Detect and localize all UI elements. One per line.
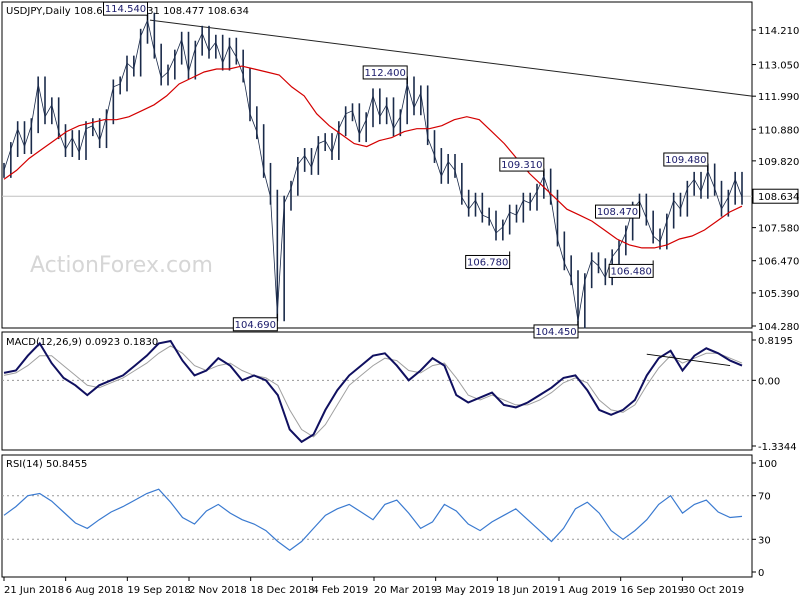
annotation-box	[362, 65, 408, 80]
rsi-tick-label: 70	[758, 492, 771, 503]
rsi-tick-label: 0	[758, 568, 764, 579]
price-panel	[1, 1, 753, 329]
x-tick-label: 20 Mar 2019	[374, 585, 437, 596]
x-tick-label: 21 Jun 2018	[4, 585, 64, 596]
macd-plot	[2, 339, 752, 444]
annotation-label: 106.480	[610, 266, 651, 277]
x-tick-label: 30 Oct 2019	[682, 585, 744, 596]
annotation-box	[663, 152, 709, 167]
annotation-box	[595, 204, 640, 219]
annotation-label: 112.400	[364, 68, 405, 79]
x-tick-label: 18 Dec 2018	[251, 585, 315, 596]
x-tick-label: 16 Sep 2019	[621, 585, 684, 596]
price-plot: 114.540 104.690 112.400 106.780 109.310 104.4…	[2, 1, 753, 339]
x-tick-label: 19 Sep 2018	[127, 585, 190, 596]
annotation-box	[232, 317, 278, 332]
ohlc-values: 108.632 108.731 108.477 108.634	[74, 6, 249, 17]
x-tick-label: 1 Aug 2019	[559, 585, 617, 596]
price-tick-label: 114.210	[758, 26, 799, 37]
annotation-label: 114.540	[105, 4, 146, 15]
annotation-box	[103, 1, 148, 16]
symbol-label: USDJPY,Daily	[6, 6, 71, 17]
x-tick-label: 6 Aug 2018	[66, 585, 124, 596]
x-tick-label: 4 Feb 2019	[312, 585, 368, 596]
x-tick-label: 18 Jun 2019	[497, 585, 557, 596]
macd-panel	[1, 331, 753, 451]
macd-line	[3, 339, 743, 444]
last-price-box	[752, 188, 799, 204]
annotation-label: 108.470	[597, 207, 638, 218]
macd-signal-line	[3, 345, 743, 438]
annotation-label: 109.310	[501, 160, 542, 171]
macd-tick-label: -1.3344	[758, 442, 797, 453]
annotation-box	[608, 263, 654, 278]
macd-tick-label: 0.8195	[758, 336, 793, 347]
macd-title: MACD(12,26,9) 0.0923 0.1830	[6, 337, 158, 348]
rsi-line	[3, 488, 743, 551]
moving-average-line	[3, 65, 743, 249]
annotation-box	[465, 254, 511, 269]
rsi-panel	[1, 454, 753, 578]
annotation-box	[533, 324, 579, 339]
annotation-label: 104.690	[235, 320, 276, 331]
price-tick-label: 106.470	[758, 257, 799, 268]
rsi-tick-label: 30	[758, 535, 771, 546]
rsi-title: RSI(14) 50.8455	[6, 459, 87, 470]
macd-tick-label: 0.00	[758, 376, 780, 387]
watermark: ActionForex.com	[30, 253, 213, 278]
x-tick-label: 2 Nov 2018	[189, 585, 247, 596]
annotation-label: 109.480	[665, 155, 706, 166]
rsi-tick-label: 100	[758, 459, 777, 470]
price-tick-label: 111.990	[758, 92, 799, 103]
price-tick-label: 104.280	[758, 322, 799, 333]
rsi-plot	[2, 488, 752, 551]
price-tick-label: 105.390	[758, 289, 799, 300]
price-tick-label: 107.580	[758, 224, 799, 235]
annotation-label: 104.450	[535, 327, 576, 338]
macd-divergence-line	[646, 353, 731, 367]
price-tick-label: 109.820	[758, 157, 799, 168]
trend-line	[149, 19, 753, 97]
annotation-box	[499, 157, 545, 172]
price-tick-label: 110.880	[758, 125, 799, 136]
x-tick-label: 3 May 2019	[436, 585, 495, 596]
price-tick-label: 113.050	[758, 61, 799, 72]
price-line	[3, 18, 743, 321]
axes: 114.210 113.050 111.990 110.880 109.820 108.6…	[3, 26, 799, 596]
price-tick-label: 108.634	[758, 192, 799, 203]
annotation-label: 106.780	[467, 257, 508, 268]
